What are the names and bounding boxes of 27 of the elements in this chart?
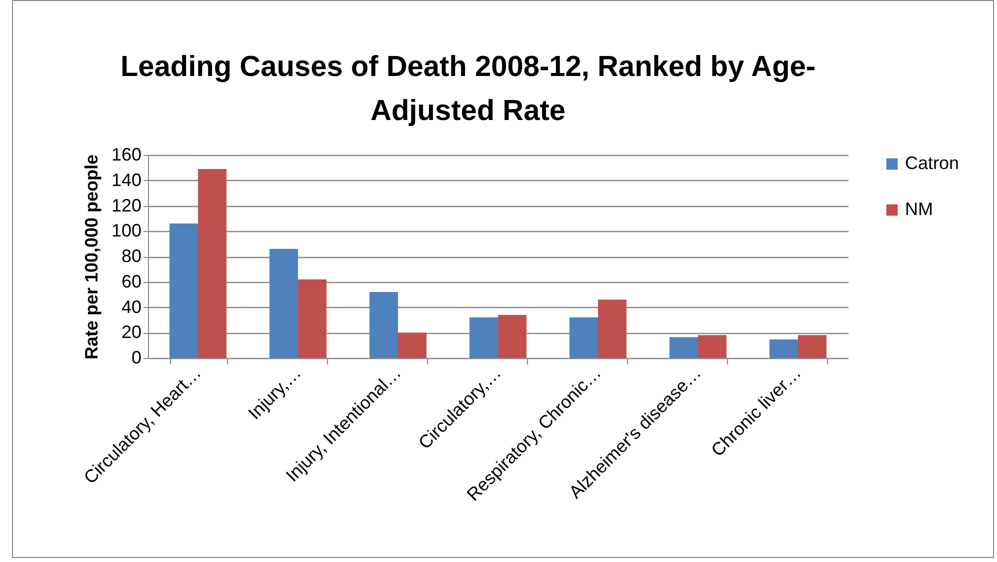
y-tick-label: 40 [121, 296, 142, 317]
y-tick-label: 20 [121, 322, 142, 342]
y-tick-label: 120 [111, 195, 142, 216]
bar [270, 248, 298, 358]
legend-label: NM [905, 199, 933, 219]
bar [698, 335, 726, 358]
chart-title: Leading Causes of Death 2008-12, Ranked by Age-Adjusted Rate [120, 51, 816, 127]
y-tick-label: 140 [111, 170, 142, 190]
y-axis-title: Rate per 100,000 people [81, 154, 102, 360]
bar [198, 168, 226, 358]
bar [670, 337, 698, 358]
bar [770, 339, 798, 358]
y-tick-label: 60 [121, 271, 142, 292]
bar [570, 317, 598, 358]
bar [598, 300, 626, 358]
bar [798, 335, 826, 358]
y-tick-label: 100 [111, 220, 142, 241]
bar [298, 279, 326, 358]
bar [398, 332, 426, 358]
bar [370, 292, 398, 358]
bar [498, 314, 526, 358]
bar [470, 317, 498, 358]
y-tick-label: 0 [131, 348, 142, 368]
y-tick-label: 80 [121, 246, 142, 266]
y-tick-label: 160 [111, 144, 142, 164]
legend-label: Catron [905, 153, 960, 173]
bar [170, 224, 198, 358]
